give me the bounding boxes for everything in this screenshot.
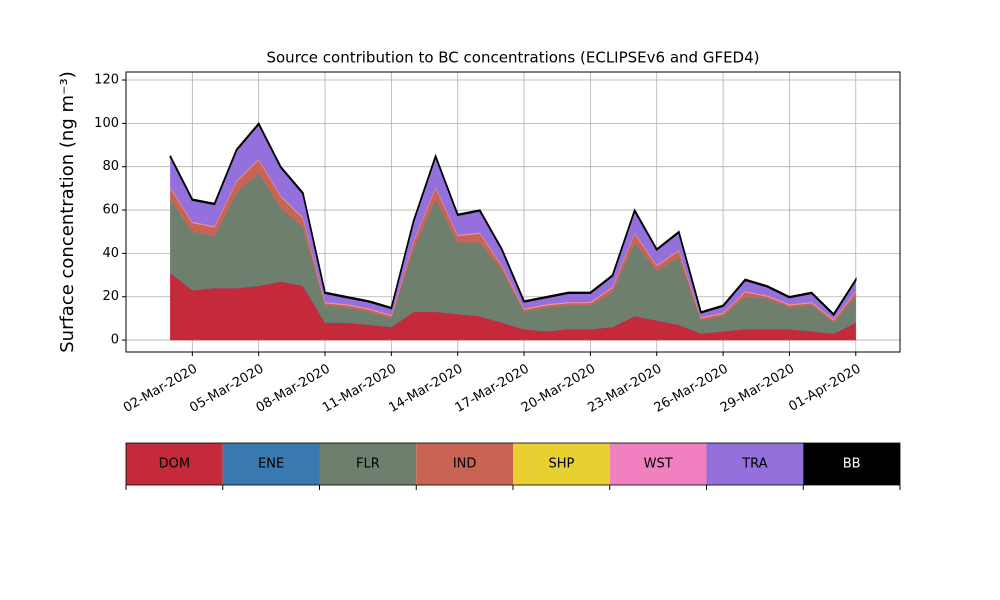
legend-label: DOM — [159, 457, 190, 472]
x-tick-label: 11-Mar-2020 — [320, 362, 399, 416]
x-tick-label: 26-Mar-2020 — [652, 362, 731, 416]
y-tick-label: 0 — [111, 333, 119, 348]
x-tick-label: 20-Mar-2020 — [519, 362, 598, 416]
legend-label: BB — [843, 457, 861, 472]
x-tick-label: 29-Mar-2020 — [718, 362, 797, 416]
y-tick-label: 40 — [102, 246, 119, 261]
y-tick-label: 20 — [102, 289, 119, 304]
y-tick-label: 60 — [102, 203, 119, 218]
legend-label: ENE — [258, 457, 284, 472]
legend-swatch — [513, 443, 610, 485]
x-tick-label: 01-Apr-2020 — [786, 362, 863, 415]
x-tick-label: 08-Mar-2020 — [254, 362, 333, 416]
legend-label: IND — [453, 457, 477, 472]
legend-label: WST — [644, 457, 673, 472]
x-tick-label: 17-Mar-2020 — [453, 362, 532, 416]
legend-label: SHP — [548, 457, 574, 472]
legend-swatch — [803, 443, 900, 485]
legend-label: FLR — [356, 457, 380, 472]
x-tick-label: 02-Mar-2020 — [121, 362, 200, 416]
y-tick-label: 80 — [102, 159, 119, 174]
legend-swatch — [222, 443, 320, 485]
y-tick-label: 100 — [94, 116, 119, 131]
y-tick-label: 120 — [94, 73, 119, 88]
legend-swatch — [416, 443, 513, 485]
area — [169, 122, 857, 317]
legend-swatch — [126, 443, 223, 485]
y-axis-label: Surface concentration (ng m⁻³) — [57, 71, 78, 353]
x-tick-label: 05-Mar-2020 — [187, 362, 266, 416]
legend-swatch — [706, 443, 804, 485]
plot-frame — [125, 71, 901, 353]
chart-title: Source contribution to BC concentrations… — [266, 49, 759, 67]
legend-label: TRA — [741, 457, 767, 472]
x-tick-label: 14-Mar-2020 — [386, 362, 465, 416]
legend-swatch — [319, 443, 417, 485]
legend-swatch — [609, 443, 707, 485]
x-tick-label: 23-Mar-2020 — [585, 362, 664, 416]
